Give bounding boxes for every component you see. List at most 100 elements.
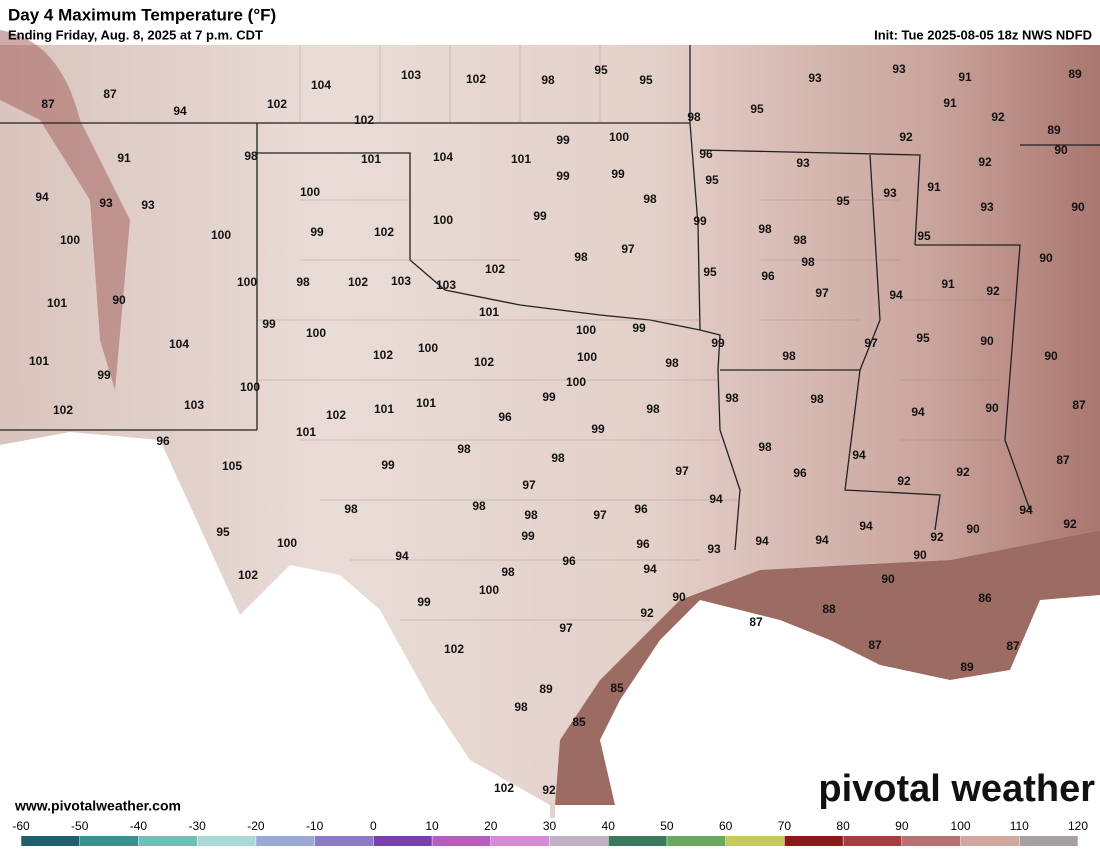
- colorbar-segment: [843, 836, 902, 846]
- colorbar-tick-label: 30: [543, 819, 557, 833]
- temp-label: 100: [240, 380, 260, 394]
- temp-label: 94: [709, 492, 723, 506]
- colorbar-segment: [138, 836, 198, 846]
- temp-label: 101: [361, 152, 381, 166]
- temp-label: 94: [815, 533, 829, 547]
- temp-label: 98: [472, 499, 486, 513]
- temp-label: 93: [883, 186, 897, 200]
- temp-label: 103: [184, 398, 204, 412]
- temp-label: 98: [758, 440, 772, 454]
- temp-label: 96: [636, 537, 650, 551]
- temp-label: 99: [591, 422, 605, 436]
- temp-label: 100: [479, 583, 499, 597]
- colorbar-segment: [314, 836, 374, 846]
- temp-label: 92: [930, 530, 944, 544]
- temp-label: 90: [1071, 200, 1085, 214]
- temp-label: 99: [310, 225, 324, 239]
- temp-label: 97: [621, 242, 635, 256]
- temp-label: 95: [750, 102, 764, 116]
- temp-label: 92: [991, 110, 1005, 124]
- temp-label: 97: [559, 621, 573, 635]
- temp-label: 99: [262, 317, 276, 331]
- temp-label: 98: [524, 508, 538, 522]
- temp-label: 91: [941, 277, 955, 291]
- temp-label: 100: [576, 323, 596, 337]
- website: www.pivotalweather.com: [14, 798, 181, 814]
- temp-label: 104: [433, 150, 453, 164]
- temp-label: 102: [238, 568, 258, 582]
- temp-label: 95: [705, 173, 719, 187]
- temp-label: 91: [943, 96, 957, 110]
- colorbar-tick-label: -10: [306, 819, 324, 833]
- colorbar-tick-label: 80: [836, 819, 850, 833]
- temp-label: 87: [1006, 639, 1020, 653]
- temp-label: 97: [675, 464, 689, 478]
- colorbar-segment: [666, 836, 726, 846]
- temp-label: 95: [703, 265, 717, 279]
- colorbar-tick-label: 120: [1068, 819, 1088, 833]
- temp-label: 87: [103, 87, 117, 101]
- temp-label: 89: [1047, 123, 1061, 137]
- temp-label: 90: [881, 572, 895, 586]
- temp-label: 87: [1056, 453, 1070, 467]
- temp-label: 95: [917, 229, 931, 243]
- temp-label: 100: [577, 350, 597, 364]
- temp-label: 97: [522, 478, 536, 492]
- temp-label: 98: [758, 222, 772, 236]
- title: Day 4 Maximum Temperature (°F): [8, 5, 276, 24]
- logo: pivotal weather: [818, 768, 1095, 810]
- temp-label: 91: [927, 180, 941, 194]
- temp-label: 101: [47, 296, 67, 310]
- temp-label: 104: [169, 337, 189, 351]
- colorbar-segment: [549, 836, 609, 846]
- colorbar-segment: [373, 836, 433, 846]
- colorbar-segment: [1019, 836, 1078, 846]
- temp-label: 99: [556, 133, 570, 147]
- temp-label: 94: [852, 448, 866, 462]
- colorbar-tick-label: -40: [130, 819, 148, 833]
- temp-label: 102: [374, 225, 394, 239]
- temp-label: 100: [60, 233, 80, 247]
- temp-label: 102: [444, 642, 464, 656]
- colorbar-tick-label: 40: [602, 819, 616, 833]
- temp-label: 94: [35, 190, 49, 204]
- temp-label: 90: [1039, 251, 1053, 265]
- temp-label: 95: [836, 194, 850, 208]
- temp-label: 98: [514, 700, 528, 714]
- temp-label: 100: [306, 326, 326, 340]
- temp-label: 98: [457, 442, 471, 456]
- temp-label: 100: [237, 275, 257, 289]
- colorbar-tick-label: 90: [895, 819, 909, 833]
- temp-label: 96: [498, 410, 512, 424]
- temp-label: 98: [574, 250, 588, 264]
- gulf-shaded: [555, 530, 1100, 805]
- temp-label: 90: [1044, 349, 1058, 363]
- temp-label: 93: [707, 542, 721, 556]
- temp-label: 97: [593, 508, 607, 522]
- temp-label: 98: [344, 502, 358, 516]
- colorbar-tick-label: 10: [425, 819, 439, 833]
- colorbar-tick-label: 70: [778, 819, 792, 833]
- temp-label: 102: [267, 97, 287, 111]
- temp-label: 93: [99, 196, 113, 210]
- temp-label: 100: [433, 213, 453, 227]
- temp-label: 92: [978, 155, 992, 169]
- temp-label: 99: [632, 321, 646, 335]
- temp-label: 98: [296, 275, 310, 289]
- temp-label: 102: [348, 275, 368, 289]
- temp-label: 90: [1054, 143, 1068, 157]
- temp-label: 92: [956, 465, 970, 479]
- colorbar-segment: [901, 836, 961, 846]
- colorbar-segment: [432, 836, 491, 846]
- temp-label: 90: [913, 548, 927, 562]
- temp-label: 85: [610, 681, 624, 695]
- temp-label: 99: [97, 368, 111, 382]
- temp-label: 101: [511, 152, 531, 166]
- temp-label: 90: [672, 590, 686, 604]
- temp-label: 92: [1063, 517, 1077, 531]
- colorbar-segment: [197, 836, 256, 846]
- mountains: [0, 30, 130, 390]
- colorbar-tick-label: 110: [1010, 819, 1029, 833]
- temp-label: 99: [711, 336, 725, 350]
